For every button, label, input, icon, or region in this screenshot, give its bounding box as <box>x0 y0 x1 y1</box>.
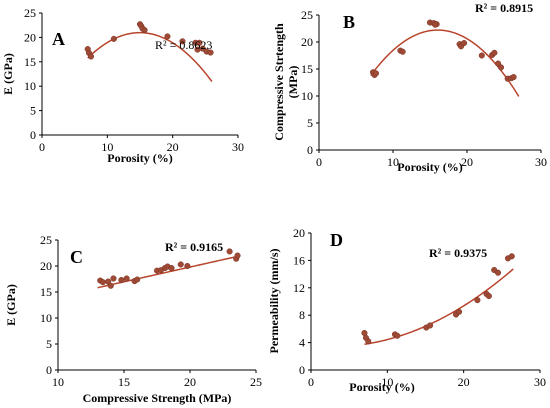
data-point <box>497 64 505 71</box>
data-point <box>107 282 114 289</box>
r-squared-annotation: R² = 0.9375 <box>429 246 487 260</box>
x-tick-label: 10 <box>52 375 64 389</box>
y-tick-label: 5 <box>46 337 52 351</box>
x-tick-label: 20 <box>461 155 473 169</box>
y-tick-label: 25 <box>40 233 52 247</box>
data-point <box>168 265 175 272</box>
data-point <box>474 297 481 304</box>
y-tick-label: 0 <box>46 363 52 377</box>
trendline <box>97 255 238 289</box>
data-point <box>226 248 233 255</box>
y-axis-label: Permeability (mm/s) <box>267 249 281 354</box>
y-tick-label: 20 <box>301 35 313 49</box>
data-point <box>99 279 106 286</box>
y-tick-label: 20 <box>24 30 36 44</box>
x-tick-label: 10 <box>381 375 393 389</box>
y-tick-label: 10 <box>301 89 313 103</box>
chart-panel-d: 0 10 20 30 0 4 8 12 16 20 Porosity (%) Permeability… <box>267 226 546 394</box>
x-tick-label: 15 <box>118 375 130 389</box>
r-squared-annotation: R² = 0.8623 <box>155 38 212 52</box>
y-tick-label: 20 <box>293 226 305 240</box>
chart-panel-b: 0 10 20 30 0 5 10 15 20 25 Porosity (%) Compressive… <box>272 1 547 174</box>
x-tick-label: 25 <box>250 375 262 389</box>
y-tick-label: 15 <box>40 285 52 299</box>
x-tick-label: 10 <box>101 140 113 154</box>
y-tick-label: 0 <box>30 128 36 142</box>
data-point <box>196 39 203 46</box>
x-tick-label: 20 <box>167 140 179 154</box>
data-point <box>510 74 517 81</box>
panel-letter: A <box>52 29 65 49</box>
data-point <box>365 338 372 345</box>
data-point <box>87 53 95 60</box>
data-point <box>460 40 468 47</box>
data-point <box>399 48 406 55</box>
y-tick-label: 16 <box>293 253 305 267</box>
y-tick-label: 8 <box>299 308 305 322</box>
panel-letter: B <box>343 12 355 32</box>
data-point <box>141 27 148 34</box>
data-point <box>179 38 186 45</box>
data-point <box>394 332 401 339</box>
x-axis-label: Compressive Strength (MPa) <box>83 391 232 405</box>
y-tick-label: 12 <box>293 281 305 295</box>
data-point <box>485 292 492 300</box>
data-point <box>184 262 191 270</box>
trendline <box>370 29 520 97</box>
data-point <box>494 269 502 276</box>
x-tick-label: 20 <box>184 375 196 389</box>
y-tick-label: 15 <box>24 55 36 69</box>
y-tick-label: 25 <box>301 8 313 22</box>
data-point <box>491 49 498 56</box>
data-point <box>134 276 141 283</box>
panel-letter: D <box>330 230 343 250</box>
data-point <box>234 252 241 259</box>
data-point <box>508 253 515 260</box>
x-tick-label: 30 <box>534 375 546 389</box>
trendline <box>364 268 514 345</box>
x-axis-label: Porosity (%) <box>107 151 172 165</box>
r-squared-annotation: R² = 0.9165 <box>165 240 223 254</box>
data-point <box>164 33 171 40</box>
y-tick-label: 0 <box>307 143 313 157</box>
data-point <box>123 275 130 282</box>
y-axis-label: E (GPa) <box>1 53 15 95</box>
x-axis-label: Porosity (%) <box>397 160 462 174</box>
x-tick-label: 10 <box>387 155 399 169</box>
y-tick-label: 25 <box>24 6 36 20</box>
y-tick-label: 5 <box>30 104 36 118</box>
y-tick-label: 5 <box>307 116 313 130</box>
trendline <box>87 31 213 82</box>
data-point <box>110 275 117 282</box>
x-tick-label: 0 <box>39 140 45 154</box>
x-tick-label: 0 <box>308 375 314 389</box>
data-point <box>432 21 439 28</box>
y-tick-label: 20 <box>40 259 52 273</box>
r-squared-annotation: R² = 0.8915 <box>475 1 533 15</box>
y-axis-label: Compressive Strtength(MPa) <box>272 23 300 141</box>
data-point <box>118 276 125 284</box>
x-axis-label: Porosity (%) <box>349 380 414 394</box>
y-axis-label: E (GPa) <box>4 284 18 326</box>
x-tick-label: 30 <box>535 155 547 169</box>
y-tick-label: 10 <box>24 79 36 93</box>
data-point <box>177 261 184 268</box>
x-tick-label: 0 <box>316 155 322 169</box>
y-tick-label: 10 <box>40 311 52 325</box>
y-tick-label: 15 <box>301 62 313 76</box>
data-point <box>372 70 380 77</box>
data-point <box>478 52 485 59</box>
y-tick-label: 0 <box>299 363 305 377</box>
data-point <box>427 322 434 329</box>
data-point <box>110 35 117 42</box>
x-tick-label: 30 <box>232 140 244 154</box>
chart-panel-c: 10 15 20 25 0 5 10 15 20 25 Compressive Strength (… <box>4 233 262 405</box>
panel-letter: C <box>70 247 83 267</box>
y-tick-label: 4 <box>299 336 305 350</box>
chart-panel-a: 0 10 20 30 0 5 10 15 20 25 Porosity (%) E (GPa) A R² … <box>1 6 244 165</box>
data-point <box>207 49 214 56</box>
x-tick-label: 20 <box>458 375 470 389</box>
data-point <box>456 308 463 315</box>
